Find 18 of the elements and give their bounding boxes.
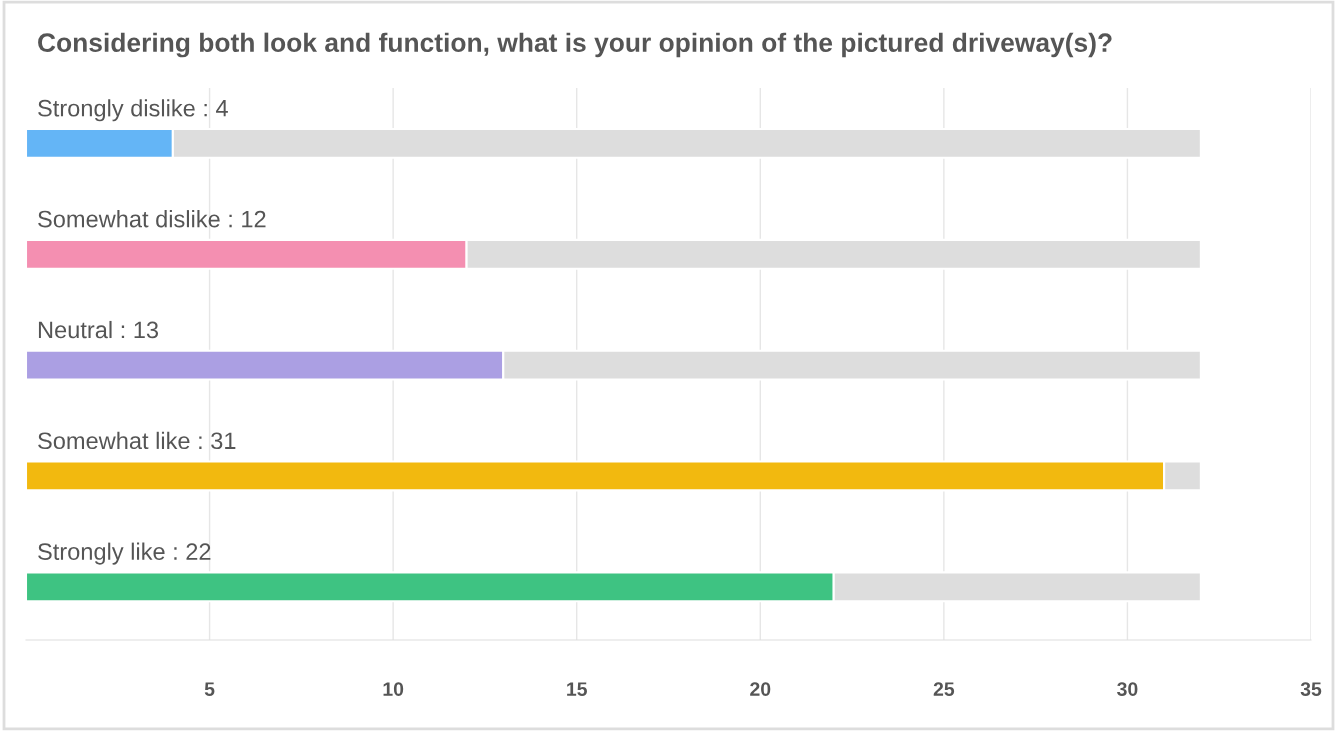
x-tick-label: 35	[1300, 682, 1322, 696]
data-label: : 13	[121, 321, 159, 339]
y-tick-label: Strongly like	[38, 542, 165, 565]
y-tick-label: Somewhat like	[38, 431, 190, 450]
data-label: : 12	[229, 210, 266, 228]
chart-title: Considering both look and function, what is your opinion of the pictured driveway(s)?	[38, 32, 1112, 58]
data-label: : 4	[204, 100, 228, 117]
x-tick-label: 5	[204, 682, 215, 696]
y-tick-label: Neutral	[38, 320, 112, 339]
x-tick-label: 10	[383, 682, 404, 696]
data-label: : 22	[174, 543, 211, 560]
x-tick-label: 15	[567, 682, 587, 696]
x-tick-label: 20	[750, 682, 771, 696]
x-tick-label: 25	[933, 682, 955, 696]
y-tick-label: Somewhat dislike	[38, 210, 220, 228]
y-tick-label: Strongly dislike	[38, 99, 195, 122]
data-label: : 31	[199, 432, 236, 450]
x-tick-label: 30	[1117, 682, 1138, 696]
